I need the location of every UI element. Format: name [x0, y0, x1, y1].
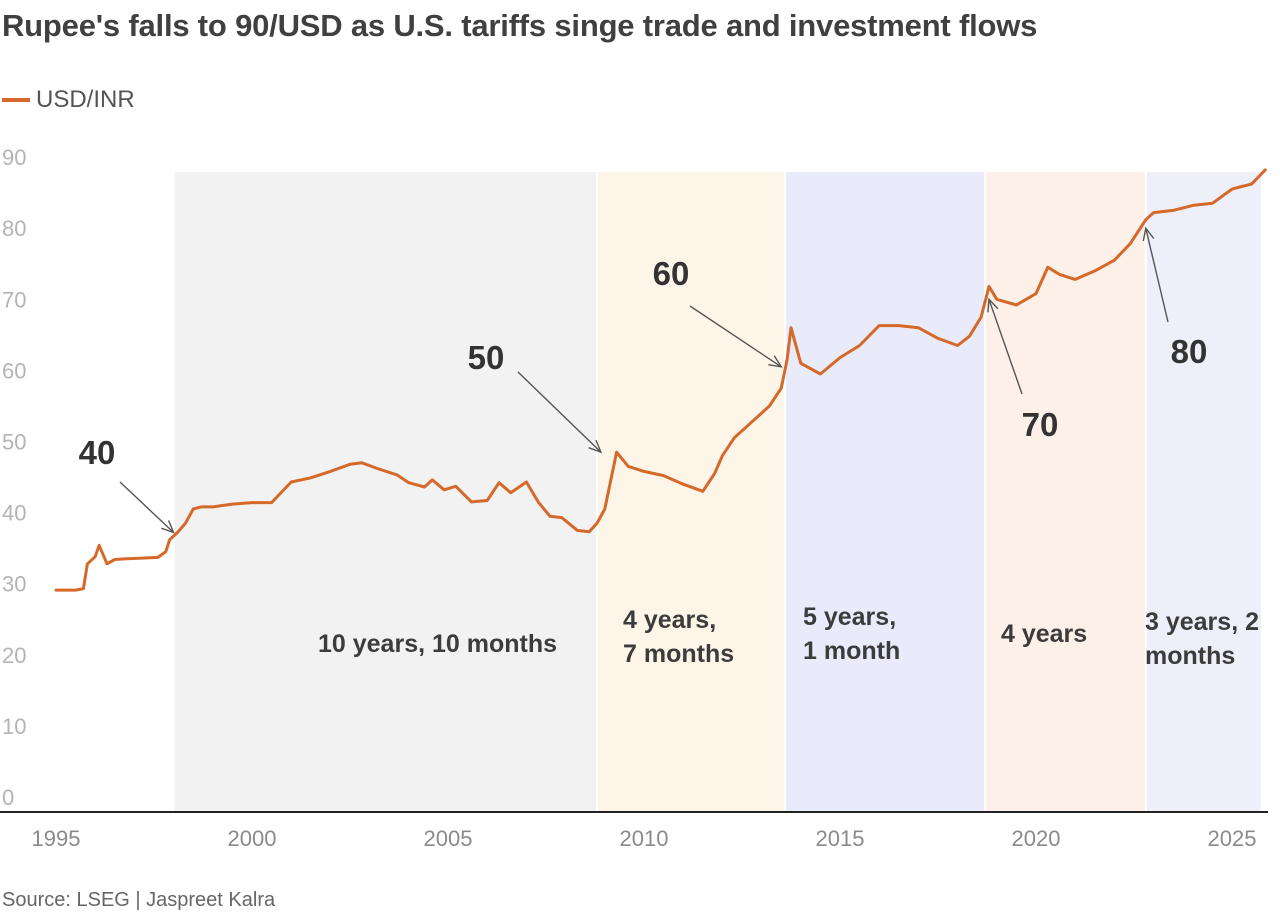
y-tick-label: 40: [2, 501, 26, 526]
shaded-period-3: [986, 172, 1145, 812]
annotation-arrow-40: [119, 481, 175, 534]
period-labels: 10 years, 10 months 4 years, 7 months 5 yea…: [318, 603, 1259, 670]
y-tick-label: 60: [2, 358, 26, 383]
x-tick-label: 1995: [32, 826, 81, 851]
period-label-1: 4 years, 7 months: [623, 606, 734, 668]
annotation-label-70: 70: [1022, 406, 1059, 443]
shaded-period-1: [597, 172, 785, 812]
chart-title: Rupee's falls to 90/USD as U.S. tariffs …: [2, 8, 1038, 43]
source-note: Source: LSEG | Jaspreet Kalra: [2, 889, 276, 911]
period-label-line: 3 years, 2: [1145, 608, 1259, 636]
period-label-3: 4 years: [1001, 620, 1087, 648]
period-label-line: 10 years, 10 months: [318, 630, 557, 658]
y-tick-label: 90: [2, 145, 26, 170]
period-label-line: 4 years,: [623, 606, 716, 634]
period-label-line: months: [1145, 642, 1235, 670]
period-label-4: 3 years, 2 months: [1145, 608, 1259, 670]
x-tick-label: 2005: [424, 826, 473, 851]
annotation-arrow-70: [988, 299, 1023, 395]
shaded-period-4: [1146, 172, 1261, 812]
y-tick-label: 30: [2, 572, 26, 597]
y-tick-label: 10: [2, 714, 26, 739]
y-tick-label: 80: [2, 216, 26, 241]
y-axis-ticks: 0 10 20 30 40 50 60 70 80 90: [2, 145, 26, 810]
period-label-line: 7 months: [623, 640, 734, 668]
usd-inr-line: [54, 168, 1267, 592]
legend-label: USD/INR: [36, 86, 135, 113]
legend-swatch: [2, 98, 30, 102]
milestone-annotations: 40 50 60 70 80: [79, 226, 1208, 534]
annotation-arrowhead-80: [1142, 226, 1155, 242]
shaded-periods: [174, 172, 1261, 812]
annotation-label-50: 50: [468, 339, 505, 376]
y-tick-label: 50: [2, 430, 26, 455]
x-tick-label: 2025: [1208, 826, 1257, 851]
y-tick-label: 20: [2, 643, 26, 668]
x-tick-label: 2015: [816, 826, 865, 851]
x-tick-label: 2020: [1012, 826, 1061, 851]
period-label-2: 5 years, 1 month: [803, 603, 900, 665]
y-tick-label: 70: [2, 287, 26, 312]
x-tick-label: 2010: [620, 826, 669, 851]
chart-legend: USD/INR: [2, 86, 135, 114]
annotation-arrow-50: [517, 371, 602, 453]
annotation-arrowhead-50: [588, 439, 603, 454]
annotation-label-40: 40: [79, 434, 116, 471]
annotation-arrow-60: [689, 305, 782, 368]
period-label-line: 4 years: [1001, 620, 1087, 648]
annotation-arrowhead-60: [768, 355, 783, 368]
series-lines: [54, 168, 1267, 592]
period-label-0: 10 years, 10 months: [318, 630, 557, 658]
annotation-arrow-80: [1145, 228, 1169, 323]
shaded-period-2: [786, 172, 985, 812]
annotation-arrowhead-70: [987, 297, 999, 313]
annotation-arrowhead-40: [161, 520, 175, 534]
x-tick-label: 2000: [228, 826, 277, 851]
annotation-label-60: 60: [653, 255, 690, 292]
annotation-label-80: 80: [1171, 333, 1208, 370]
shaded-period-0: [174, 172, 596, 812]
period-label-line: 1 month: [803, 637, 900, 665]
x-axis-ticks: 1995 2000 2005 2010 2015 2020 2025: [32, 826, 1257, 851]
y-tick-label: 0: [2, 785, 14, 810]
period-label-line: 5 years,: [803, 603, 896, 631]
